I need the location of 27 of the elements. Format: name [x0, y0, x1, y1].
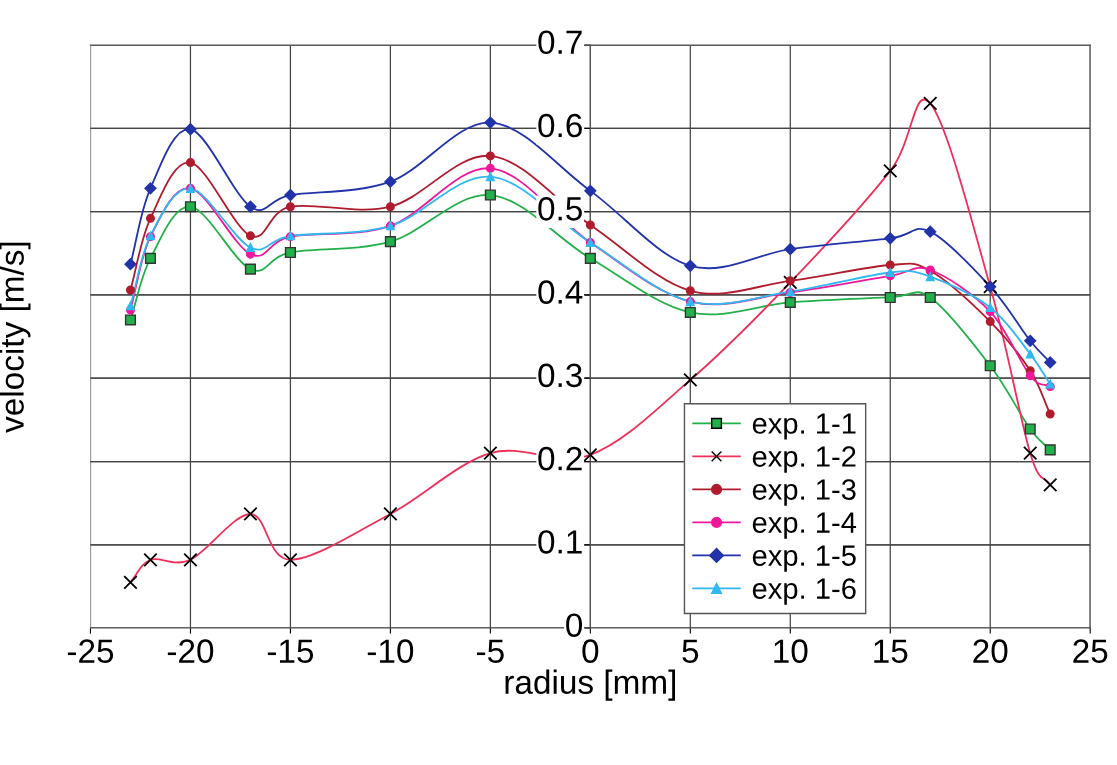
y-tick-label: 0.1: [538, 530, 582, 554]
x-tick-label: 5: [682, 639, 699, 663]
legend-label: exp. 1-6: [752, 578, 856, 605]
x-tick-label: -25: [67, 639, 114, 663]
x-tick-label: -5: [477, 639, 504, 663]
y-tick-label: 0.3: [538, 363, 582, 388]
legend-label: exp. 1-1: [752, 413, 856, 440]
y-tick-label: 0: [566, 613, 583, 638]
y-tick-label: 0.5: [538, 197, 582, 221]
y-tick-label: 0.2: [538, 446, 582, 471]
legend-label: exp. 1-4: [752, 512, 857, 539]
x-tick-label: -15: [267, 639, 314, 663]
y-axis-title: velocity [m/s]: [0, 242, 31, 433]
legend-label: exp. 1-2: [752, 446, 856, 473]
x-tick-label: -10: [367, 639, 414, 663]
x-tick-label: 25: [1073, 639, 1108, 663]
y-tick-label: 0.7: [538, 30, 582, 55]
legend-label: exp. 1-5: [752, 545, 856, 572]
legend-label: exp. 1-3: [752, 479, 856, 506]
x-tick-label: 10: [774, 639, 808, 663]
x-tick-label: 0: [582, 639, 599, 663]
x-axis-title: radius [mm]: [505, 669, 676, 701]
x-tick-label: 15: [874, 639, 908, 663]
y-tick-label: 0.4: [538, 280, 583, 304]
x-tick-label: -20: [167, 639, 214, 663]
x-tick-label: 20: [973, 639, 1008, 663]
y-tick-label: 0.6: [538, 113, 582, 138]
